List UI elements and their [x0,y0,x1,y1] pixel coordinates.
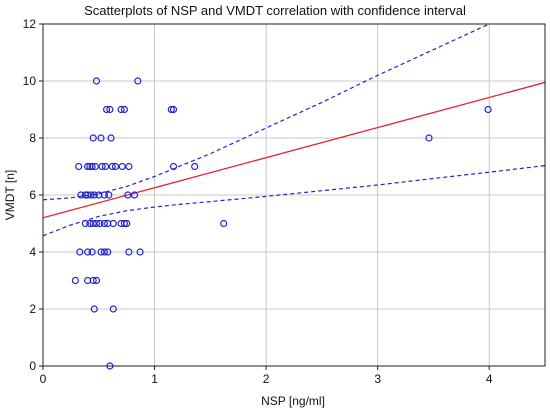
data-point-28 [83,191,92,199]
data-point-4 [117,105,125,114]
data-point-24 [169,162,178,171]
data-point-25 [191,162,199,171]
confidence-band-layer [43,24,545,237]
data-point-23 [125,162,133,171]
data-point-12 [425,134,433,142]
x-tick-label-2: 2 [263,372,270,386]
x-tick-label-3: 3 [374,372,381,386]
data-point-52 [100,248,109,256]
x-tick-label-4: 4 [486,372,493,386]
data-point-41 [100,219,109,228]
regression-line [43,81,545,219]
data-point-43 [109,219,117,228]
y-tick-label-3: 6 [29,188,36,202]
data-point-19 [101,162,110,171]
data-point-22 [118,162,126,171]
data-point-36 [81,219,90,228]
data-point-51 [97,248,105,256]
data-point-13 [75,162,83,171]
data-point-33 [105,191,113,199]
y-tick-label-6: 12 [23,17,37,31]
grid-layer [43,23,545,366]
data-point-6 [167,105,175,114]
data-point-50 [88,248,96,256]
data-point-16 [88,162,96,171]
data-point-18 [98,162,106,171]
x-axis-title: NSP [ng/ml] [261,394,325,408]
y-tick-label-1: 2 [29,302,36,316]
data-point-58 [89,276,97,285]
data-point-29 [87,191,95,199]
data-point-11 [107,134,115,142]
data-point-61 [109,305,117,313]
data-point-1 [134,77,142,85]
data-point-45 [120,219,129,228]
data-point-40 [96,219,104,228]
x-tick-label-0: 0 [40,372,47,386]
data-point-8 [484,105,492,114]
y-tick-label-5: 10 [23,74,37,88]
y-tick-label-4: 8 [29,131,36,145]
data-point-53 [104,248,112,256]
data-point-9 [89,134,97,142]
fit-line-layer [43,81,545,219]
data-point-2 [102,105,111,114]
data-point-7 [169,105,178,114]
data-point-55 [136,248,144,256]
data-point-59 [92,276,101,285]
y-axis-title: VMDT [n] [3,170,17,220]
data-point-49 [83,248,92,256]
data-point-54 [125,248,133,256]
data-point-34 [124,191,132,199]
point-layer [71,77,492,370]
data-point-48 [76,248,84,256]
data-point-35 [130,191,139,199]
chart-title: Scatterplots of NSP and VMDT correlation… [84,3,466,18]
data-point-46 [123,219,131,228]
data-point-0 [92,77,101,85]
data-point-20 [108,162,116,171]
data-point-3 [106,105,114,114]
data-point-30 [90,191,98,199]
data-point-26 [77,191,85,199]
y-tick-label-2: 4 [29,245,36,259]
y-tick-label-0: 0 [29,359,36,373]
label-layer: NSP [ng/ml] VMDT [n] [3,170,325,408]
data-point-39 [92,219,101,228]
data-point-5 [120,105,129,114]
x-tick-label-1: 1 [151,372,158,386]
data-point-60 [90,305,98,313]
data-point-10 [97,134,105,142]
data-point-56 [71,276,80,285]
confidence-lower-line [43,165,545,237]
data-point-32 [100,191,109,199]
data-point-14 [83,162,92,171]
data-point-21 [111,162,120,171]
data-point-47 [220,219,228,228]
data-point-38 [89,219,97,228]
data-point-17 [91,162,100,171]
